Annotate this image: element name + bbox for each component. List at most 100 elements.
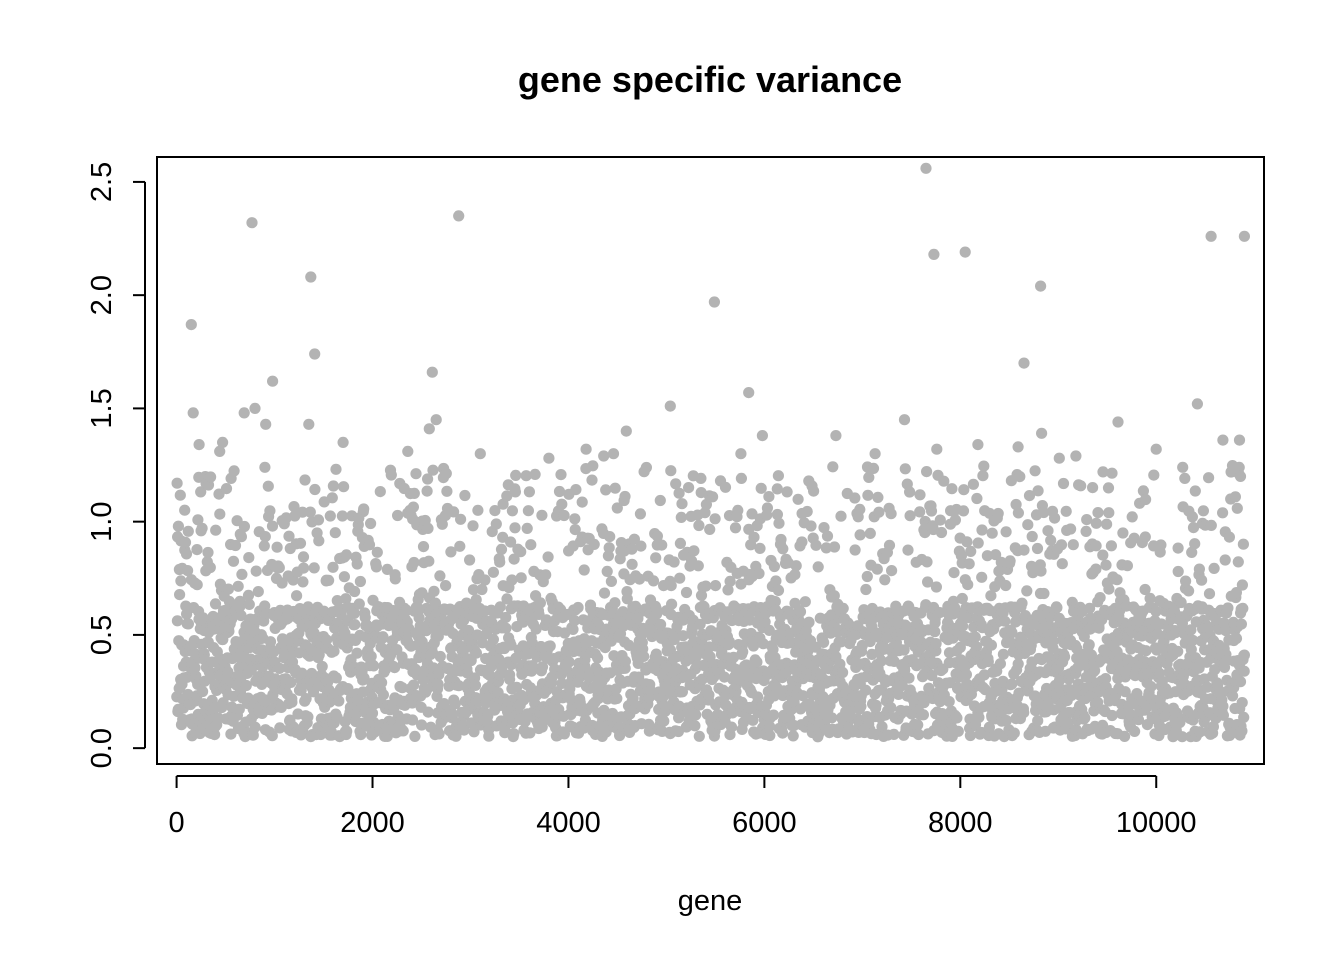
data-point [440,580,452,592]
chart-title: gene specific variance [518,59,902,100]
data-point [1078,631,1090,643]
data-point [948,567,960,579]
data-point [536,509,548,521]
data-point [700,498,713,511]
data-point [316,660,328,673]
data-point [1084,602,1096,614]
data-point [423,555,435,567]
data-point [1126,511,1138,523]
data-point [1233,461,1245,473]
data-point [296,667,308,679]
data-point [242,589,255,602]
data-point [735,448,747,460]
data-point [280,512,292,524]
data-point [835,510,847,522]
data-point [647,575,660,587]
data-point [354,575,366,588]
data-point [929,626,941,638]
data-point [1194,726,1206,738]
data-point [759,616,771,628]
data-point [1090,517,1102,529]
data-point [973,711,985,724]
data-point [640,461,653,474]
data-point [515,572,527,584]
data-point [1140,645,1152,657]
data-point [981,550,994,562]
data-point [233,703,245,715]
data-point [951,712,963,724]
data-point [1175,596,1187,609]
data-point [460,597,473,609]
data-point [1093,622,1105,634]
data-point [808,485,820,497]
data-point [635,540,647,552]
data-point [1049,512,1061,524]
data-point [763,624,775,637]
data-point [217,436,229,448]
data-point [525,539,537,551]
data-point [1067,539,1079,551]
data-point [926,669,938,682]
data-point [453,680,465,692]
data-point [1238,711,1250,724]
data-point [796,536,808,548]
data-point [222,583,234,595]
data-point [1089,665,1101,677]
data-point [1139,583,1151,596]
data-point [529,468,541,480]
data-point [179,504,191,516]
data-point [181,608,193,620]
data-point [1106,467,1118,479]
data-point [664,400,676,412]
data-point [1217,700,1229,712]
data-point [459,489,471,502]
data-point [195,486,207,498]
data-point [771,508,784,521]
data-point [264,505,276,517]
data-point [860,684,872,696]
data-point [397,725,409,737]
data-point [1234,676,1247,688]
data-point [327,561,339,573]
y-tick-label: 1.5 [86,388,118,428]
data-point [487,566,499,578]
data-point [990,549,1002,561]
data-point [1000,714,1012,727]
data-point [601,565,613,578]
data-point [751,656,763,668]
data-point [675,511,687,523]
data-point [677,630,689,642]
data-point [1006,626,1018,639]
data-point [695,472,707,484]
data-point [271,541,283,553]
data-point [673,487,685,499]
data-point [993,565,1005,577]
data-point [1172,565,1184,578]
data-point [408,487,420,499]
data-point [1172,542,1184,554]
data-point [1047,635,1059,647]
data-point [957,505,970,517]
data-point [445,546,457,558]
data-point [756,430,769,442]
data-point [603,542,615,554]
data-point [180,548,193,560]
data-point [331,595,343,607]
data-point [1106,709,1118,722]
data-point [764,729,776,742]
data-point [422,473,434,485]
data-point [755,482,767,494]
data-point [867,462,880,474]
data-point [179,536,192,549]
data-point [303,418,315,430]
data-point [321,634,333,646]
data-point [580,443,592,455]
data-point [620,425,632,437]
data-point [670,478,682,490]
data-point [875,655,888,667]
data-point [1148,469,1160,481]
data-point [174,589,186,601]
data-point [392,509,404,522]
data-point [768,709,780,721]
data-point [830,430,842,442]
